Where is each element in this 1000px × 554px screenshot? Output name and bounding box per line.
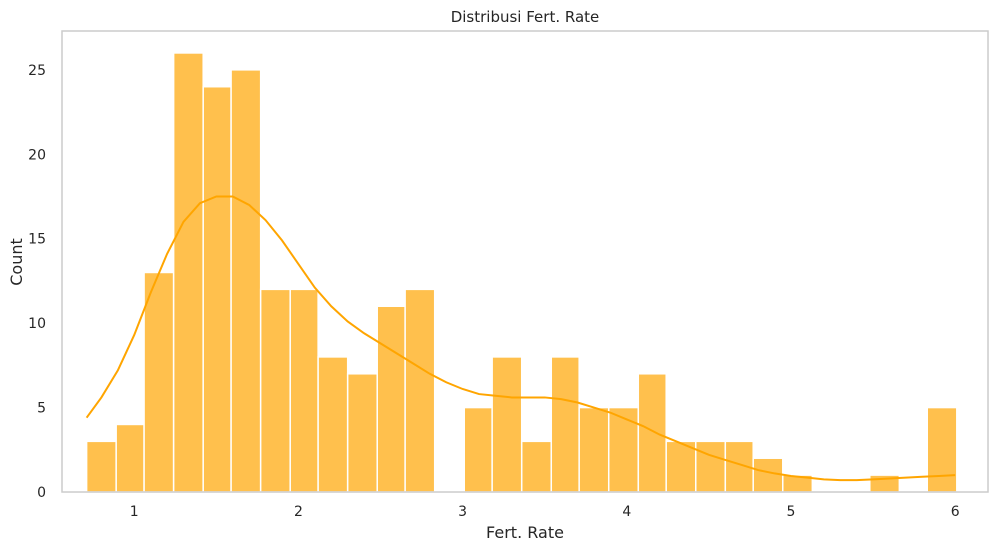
histogram-bar — [665, 440, 697, 493]
histogram-bar — [550, 356, 580, 493]
x-tick-label: 2 — [294, 504, 303, 520]
x-tick-label: 3 — [458, 504, 467, 520]
x-tick-label: 4 — [622, 504, 631, 520]
y-tick-label: 25 — [28, 63, 46, 79]
histogram-bar — [85, 440, 117, 493]
histogram-bar — [578, 406, 610, 493]
y-tick-label: 10 — [28, 316, 46, 332]
histogram-bar — [404, 288, 436, 493]
histogram-bar — [230, 69, 262, 493]
histogram-bar — [695, 440, 727, 493]
histogram-bar — [463, 406, 493, 493]
histogram-bar — [115, 423, 145, 493]
histogram-bar — [259, 288, 291, 493]
y-tick-label: 20 — [28, 147, 46, 163]
histogram-bar — [637, 373, 667, 493]
histogram-bar — [317, 356, 349, 493]
histogram-bar — [491, 356, 523, 493]
y-axis-title: Count — [7, 238, 26, 286]
kde-curve-line — [85, 195, 956, 482]
x-axis-title: Fert. Rate — [486, 523, 564, 542]
chart-title: Distribusi Fert. Rate — [451, 8, 600, 26]
y-tick-label: 0 — [37, 485, 46, 501]
x-tick-label: 1 — [130, 504, 139, 520]
y-tick-label: 5 — [37, 401, 46, 417]
plot-frame — [61, 30, 989, 493]
histogram-bar — [752, 457, 784, 493]
x-tick-label: 5 — [787, 504, 796, 520]
bars-layer — [85, 52, 958, 493]
histogram-bar — [520, 440, 553, 493]
y-tick-labels: 0 5 10 15 20 25 — [28, 63, 46, 501]
histogram-bar — [376, 305, 406, 493]
x-tick-labels: 1 2 3 4 5 6 — [130, 504, 960, 520]
x-tick-label: 6 — [951, 504, 960, 520]
histogram-bar — [289, 288, 319, 493]
histogram-bar — [346, 373, 378, 493]
y-tick-label: 15 — [28, 232, 46, 248]
histogram-bar — [926, 406, 958, 493]
histogram-bar — [172, 52, 204, 493]
histogram-bar — [143, 271, 175, 493]
histogram-bar — [607, 406, 640, 493]
histogram-bar — [202, 85, 232, 493]
